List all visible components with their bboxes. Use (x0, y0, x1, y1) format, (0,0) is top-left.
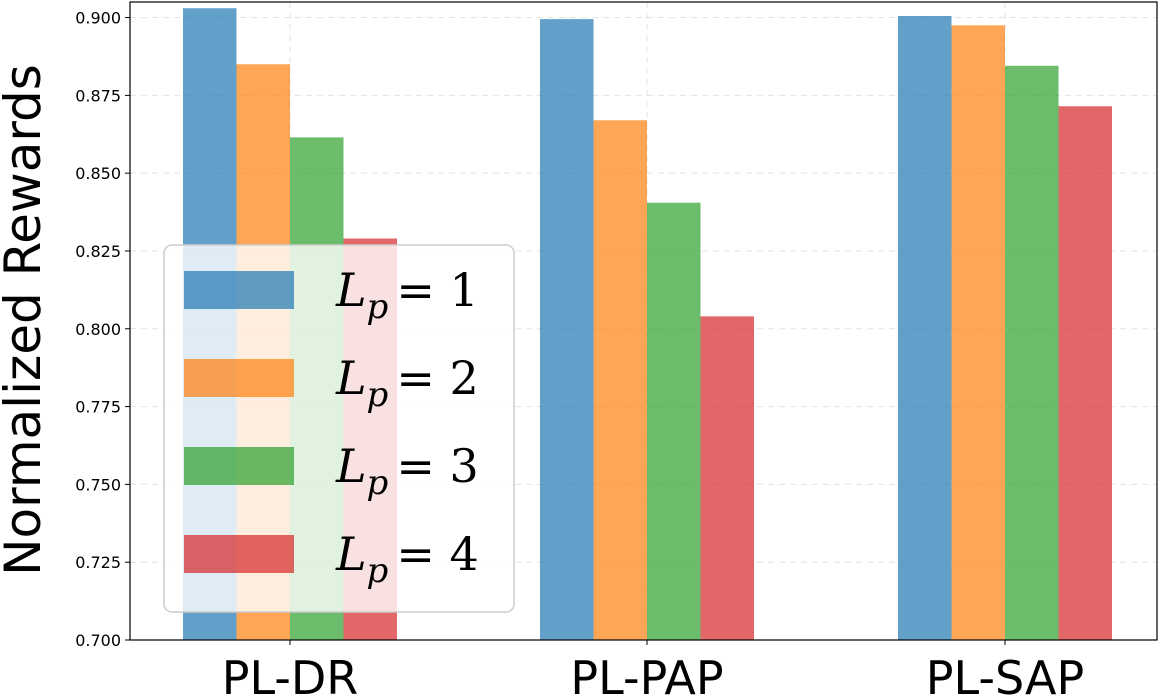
y-axis-label: Normalized Rewards (0, 64, 52, 576)
bar-pl-sap-series-2 (951, 25, 1005, 640)
y-tick-label: 0.900 (75, 9, 121, 28)
bar-pl-pap-series-1 (540, 19, 594, 641)
y-tick-label: 0.725 (75, 553, 121, 572)
bar-pl-pap-series-2 (593, 120, 647, 640)
y-tick-label: 0.700 (75, 631, 121, 650)
x-tick-label: PL-PAP (570, 651, 723, 697)
legend-label-1: Lp = 1 (335, 263, 479, 327)
bar-pl-pap-series-3 (647, 202, 701, 641)
y-tick-label: 0.750 (75, 475, 121, 494)
bar-pl-sap-series-3 (1005, 65, 1059, 641)
x-tick-label: PL-DR (222, 651, 359, 697)
legend-frame (163, 244, 515, 613)
bar-pl-sap-series-4 (1058, 106, 1112, 640)
legend: Lp = 1 Lp = 2 Lp = 3 Lp = 4 (163, 244, 515, 613)
bar-pl-pap-series-4 (700, 316, 754, 640)
legend-label-2: Lp = 2 (335, 351, 479, 415)
ticks-layer: 0.700 0.725 0.750 0.775 0.800 0.825 0.850 0.875… (75, 9, 1084, 697)
bar-pl-sap-series-1 (898, 16, 952, 640)
y-tick-label: 0.825 (75, 242, 121, 261)
legend-swatch-3 (184, 447, 294, 485)
legend-label-3: Lp = 3 (335, 439, 479, 503)
y-tick-label: 0.875 (75, 86, 121, 105)
y-tick-label: 0.800 (75, 320, 121, 339)
y-tick-label: 0.850 (75, 164, 121, 183)
legend-swatch-1 (184, 271, 294, 309)
legend-swatch-4 (184, 535, 294, 573)
legend-swatch-2 (184, 359, 294, 397)
y-tick-label: 0.775 (75, 398, 121, 417)
plot-frame (129, 1, 1158, 641)
axes-layer (129, 1, 1158, 641)
x-tick-label: PL-SAP (926, 651, 1084, 697)
legend-label-4: Lp = 4 (335, 527, 479, 591)
